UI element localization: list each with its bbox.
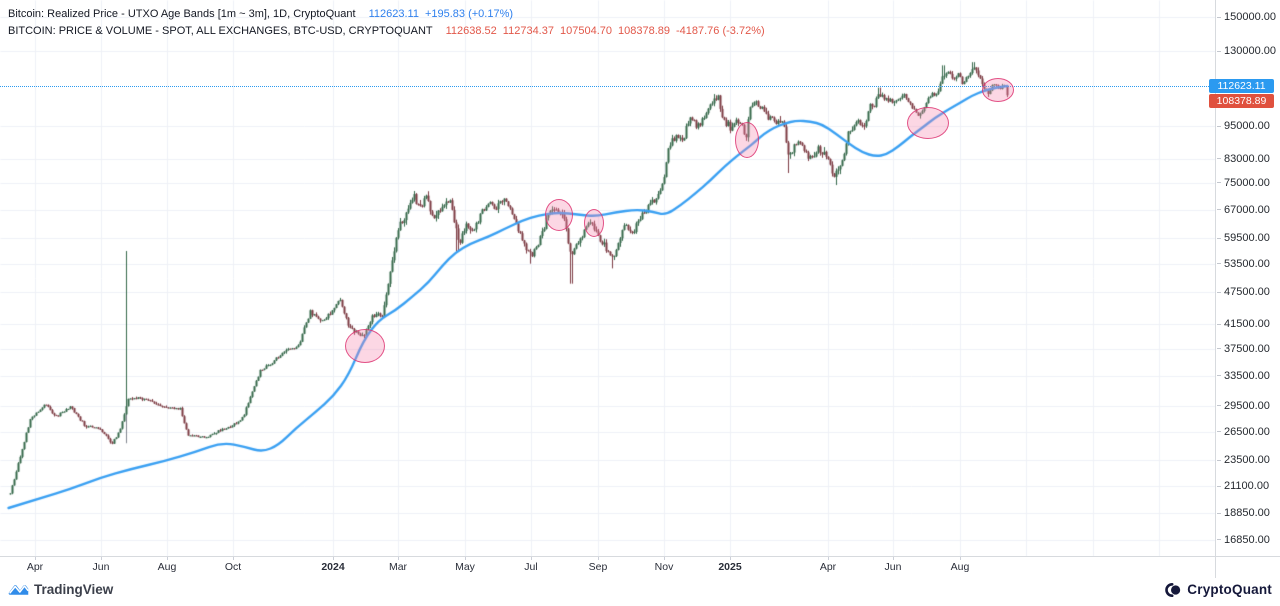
price-tick-label: 130000.00 [1216, 45, 1280, 57]
price-tick-label: 47500.00 [1216, 286, 1280, 298]
price-tick-mark [1217, 405, 1221, 407]
annotation-ellipse [345, 328, 385, 363]
legend-low-value: 107504.70 [559, 25, 612, 37]
annotation-ellipse [982, 78, 1014, 103]
price-tick-mark [1217, 291, 1221, 293]
legend-open-value: 112638.52 [445, 25, 497, 37]
price-tick-mark [1217, 323, 1221, 325]
price-tick-mark [1217, 182, 1221, 184]
price-tick-label: 16850.00 [1216, 534, 1280, 546]
price-tick-label: 33500.00 [1216, 370, 1280, 382]
main-chart-canvas[interactable] [0, 0, 1215, 557]
price-tick-label: 67000.00 [1216, 204, 1280, 216]
price-tick-mark [1217, 263, 1221, 265]
legend-title-btc-price: BITCOIN: PRICE & VOLUME - SPOT, ALL EXCH… [8, 25, 433, 37]
price-tick-mark [1217, 158, 1221, 160]
price-axis[interactable]: 150000.00 130000.00 95000.00 83000.00 75000.… [1209, 0, 1280, 578]
time-tick-label: Apr [819, 561, 837, 573]
price-tick-label: 75000.00 [1216, 177, 1280, 189]
time-tick-mark [35, 557, 36, 560]
axis-separator [0, 556, 1280, 557]
price-tick-label: 26500.00 [1216, 426, 1280, 438]
time-tick-label: Jul [524, 561, 538, 573]
time-tick-label: Aug [157, 561, 177, 573]
price-tick-label: 59500.00 [1216, 232, 1280, 244]
price-tick-label: 150000.00 [1216, 11, 1280, 23]
time-tick-label: Sep [588, 561, 608, 573]
price-tick-label: 29500.00 [1216, 400, 1280, 412]
legend-title-realized-price: Bitcoin: Realized Price - UTXO Age Bands… [8, 8, 356, 20]
price-tick-label: 21100.00 [1216, 480, 1280, 492]
time-tick-mark [531, 557, 532, 560]
time-tick-mark [664, 557, 665, 560]
legend-row-btc-price[interactable]: BITCOIN: PRICE & VOLUME - SPOT, ALL EXCH… [8, 23, 765, 40]
legend-row-realized-price[interactable]: Bitcoin: Realized Price - UTXO Age Bands… [8, 6, 765, 23]
time-tick-label: Jun [884, 561, 902, 573]
annotation-ellipse [907, 107, 949, 139]
price-tick-mark [1217, 237, 1221, 239]
time-tick-label: Oct [224, 561, 242, 573]
cryptoquant-label: CryptoQuant [1187, 582, 1272, 597]
time-tick-mark [960, 557, 961, 560]
time-tick-mark [465, 557, 466, 560]
price-tick-label: 23500.00 [1216, 454, 1280, 466]
price-tick-mark [1217, 485, 1221, 487]
time-tick-label: Apr [26, 561, 44, 573]
footer: TradingView CryptoQuant [0, 580, 1280, 606]
time-tick-mark [598, 557, 599, 560]
price-tick-mark [1217, 50, 1221, 52]
tradingview-icon [8, 582, 29, 597]
time-tick-mark [233, 557, 234, 560]
time-tick-label: 2024 [321, 561, 345, 573]
price-tick-label: 95000.00 [1216, 120, 1280, 132]
time-axis[interactable]: Apr Jun Aug Oct 2024 Mar May Jul Sep Nov 2025 Apr Ju… [0, 557, 1215, 577]
legend-high-value: 112734.37 [502, 25, 554, 37]
price-tick-label: 83000.00 [1216, 153, 1280, 165]
cryptoquant-logo[interactable]: CryptoQuant [1165, 582, 1272, 597]
price-tick-mark [1217, 539, 1221, 541]
price-tick-mark [1217, 459, 1221, 461]
legend-change-realized-price: +195.83 (+0.17%) [424, 8, 514, 20]
chart-legend: Bitcoin: Realized Price - UTXO Age Bands… [8, 6, 765, 40]
price-tick-label: 53500.00 [1216, 258, 1280, 270]
time-tick-label: 2025 [718, 561, 742, 573]
annotation-ellipse [545, 199, 573, 232]
time-tick-mark [730, 557, 731, 560]
last-value-badge-btc-price: 108378.89 [1209, 93, 1274, 108]
price-tick-label: 18850.00 [1216, 507, 1280, 519]
time-tick-label: Mar [388, 561, 408, 573]
current-price-line [0, 86, 1215, 87]
time-tick-label: May [455, 561, 475, 573]
legend-change-btc-price: -4187.76 (-3.72%) [675, 25, 765, 37]
annotation-ellipse [735, 122, 759, 159]
time-tick-mark [893, 557, 894, 560]
annotation-ellipse [584, 208, 604, 237]
time-tick-mark [101, 557, 102, 560]
price-tick-mark [1217, 209, 1221, 211]
price-tick-mark [1217, 512, 1221, 514]
time-tick-mark [398, 557, 399, 560]
legend-value-realized-price: 112623.11 [368, 8, 419, 20]
price-tick-label: 37500.00 [1216, 343, 1280, 355]
tradingview-logo[interactable]: TradingView [8, 582, 113, 597]
price-tick-mark [1217, 125, 1221, 127]
time-tick-mark [333, 557, 334, 560]
price-tick-mark [1217, 348, 1221, 350]
cryptoquant-icon [1165, 582, 1181, 597]
price-tick-label: 41500.00 [1216, 318, 1280, 330]
last-value-badge-realized-price: 112623.11 [1209, 78, 1274, 93]
price-tick-mark [1217, 431, 1221, 433]
time-tick-mark [828, 557, 829, 560]
time-tick-label: Nov [654, 561, 674, 573]
price-tick-mark [1217, 16, 1221, 18]
price-tick-mark [1217, 375, 1221, 377]
time-tick-label: Jun [92, 561, 110, 573]
legend-close-value: 108378.89 [617, 25, 670, 37]
time-tick-mark [167, 557, 168, 560]
tradingview-label: TradingView [34, 582, 114, 597]
time-tick-label: Aug [950, 561, 970, 573]
